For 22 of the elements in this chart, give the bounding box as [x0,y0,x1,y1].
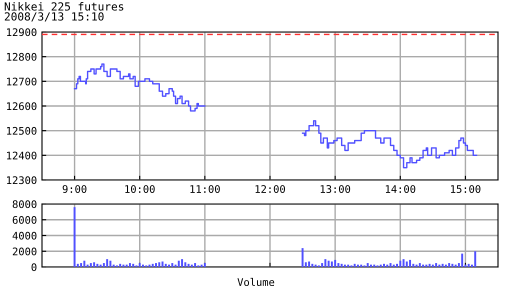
y-tick-label: 8000 [12,200,36,208]
y-tick-label: 0 [32,263,36,272]
chart-subtitle: 2008/3/13 15:10 [4,12,104,22]
chart-title: Nikkei 225 futures [4,2,124,11]
y-tick-label: 4000 [12,232,36,240]
y-tick-label: 12600 [7,102,36,110]
y-tick-label: 12500 [7,126,36,135]
x-tick-label: 9:00 [62,185,86,193]
y-tick-label: 12800 [7,52,36,61]
x-tick-label: 11:00 [190,185,220,193]
y-tick-label: 12300 [7,176,36,184]
y-tick-label: 12700 [7,78,36,86]
x-tick-label: 10:00 [125,185,155,193]
y-tick-label: 2000 [12,248,36,256]
x-axis-title: Volume [237,278,274,286]
y-tick-label: 12900 [7,28,36,36]
x-tick-label: 13:00 [320,185,350,193]
y-tick-label: 12400 [7,152,36,160]
x-tick-label: 15:00 [451,185,480,193]
x-tick-label: 12:00 [256,185,286,193]
y-tick-label: 6000 [12,216,36,224]
x-tick-label: 14:00 [386,185,416,193]
